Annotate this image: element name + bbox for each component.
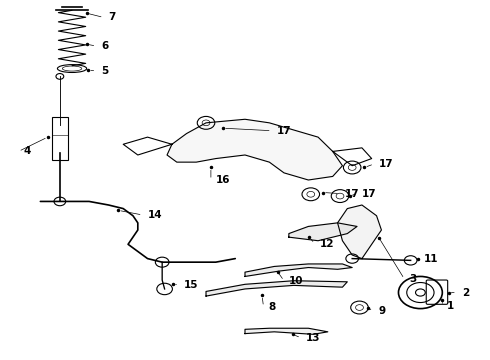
Text: 15: 15 bbox=[184, 280, 198, 290]
Text: 16: 16 bbox=[216, 175, 230, 185]
Text: 9: 9 bbox=[378, 306, 385, 316]
Text: 8: 8 bbox=[269, 302, 276, 312]
Text: 17: 17 bbox=[362, 189, 376, 199]
Text: 11: 11 bbox=[424, 253, 439, 264]
Text: 12: 12 bbox=[319, 239, 334, 249]
Text: 3: 3 bbox=[409, 274, 416, 284]
Text: 7: 7 bbox=[109, 13, 116, 22]
Polygon shape bbox=[289, 223, 357, 241]
Polygon shape bbox=[167, 119, 343, 180]
Text: 10: 10 bbox=[289, 276, 303, 286]
Text: 14: 14 bbox=[147, 210, 162, 220]
Text: 2: 2 bbox=[462, 288, 469, 297]
Text: 13: 13 bbox=[306, 333, 320, 343]
Bar bbox=[52, 117, 68, 160]
Polygon shape bbox=[245, 328, 328, 334]
Text: 17: 17 bbox=[379, 159, 393, 169]
Text: 1: 1 bbox=[447, 301, 454, 311]
Text: 17: 17 bbox=[345, 189, 360, 199]
Text: 4: 4 bbox=[24, 147, 31, 157]
Polygon shape bbox=[338, 205, 381, 258]
Polygon shape bbox=[245, 264, 352, 276]
Polygon shape bbox=[206, 281, 347, 296]
Text: 17: 17 bbox=[277, 126, 291, 136]
Text: 6: 6 bbox=[101, 41, 108, 51]
Text: 5: 5 bbox=[101, 66, 108, 76]
